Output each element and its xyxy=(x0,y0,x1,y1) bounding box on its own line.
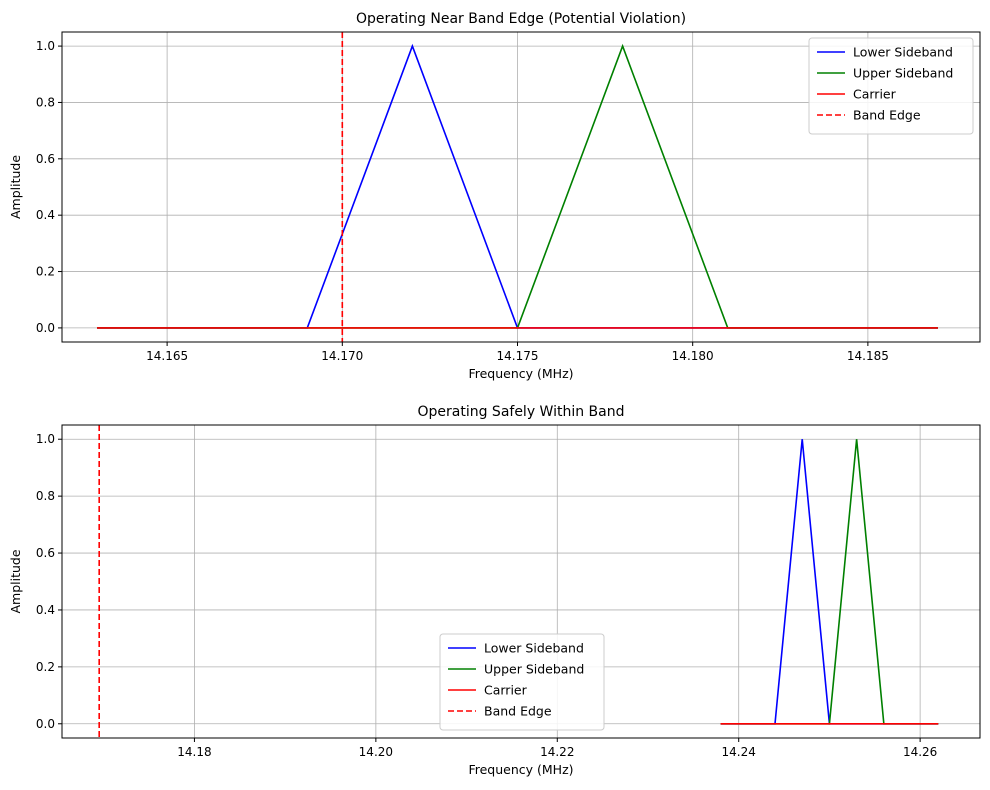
x-tick-label: 14.170 xyxy=(321,349,363,363)
y-tick-label: 0.0 xyxy=(36,321,55,335)
y-tick-label: 0.8 xyxy=(36,95,55,109)
axes-frame xyxy=(61,424,981,739)
chart-title: Operating Safely Within Band xyxy=(417,404,624,420)
x-axis-label: Frequency (MHz) xyxy=(468,366,573,381)
y-tick-label: 0.0 xyxy=(36,717,55,731)
x-tick-label: 14.18 xyxy=(177,745,211,759)
series-lower-sideband-line xyxy=(720,439,939,725)
legend-label: Lower Sideband xyxy=(853,45,953,60)
legend-box xyxy=(808,37,974,135)
y-axis-label: Amplitude xyxy=(8,549,23,613)
legend-label: Band Edge xyxy=(853,108,921,123)
axes-frame xyxy=(61,31,981,343)
x-tick-label: 14.24 xyxy=(722,745,756,759)
y-tick-label: 0.6 xyxy=(36,152,55,166)
legend-label: Lower Sideband xyxy=(484,641,584,656)
y-tick-label: 0.4 xyxy=(36,603,55,617)
y-tick-label: 0.4 xyxy=(36,208,55,222)
legend: Lower Sideband Upper Sideband Carrier Band … xyxy=(439,633,605,731)
y-tick-label: 1.0 xyxy=(36,39,55,53)
chart-title: Operating Near Band Edge (Potential Viol… xyxy=(356,11,686,27)
y-tick-label: 0.2 xyxy=(36,660,55,674)
subplot-2: 14.18 14.20 14.22 14.24 14.26 0.0 0.2 0.4 0.6 0.8… xyxy=(8,404,981,777)
y-tick-label: 0.8 xyxy=(36,489,55,503)
legend-label: Carrier xyxy=(853,87,897,102)
x-tick-label: 14.165 xyxy=(146,349,188,363)
y-tick-label: 0.2 xyxy=(36,265,55,279)
y-tick-label: 1.0 xyxy=(36,432,55,446)
legend-label: Carrier xyxy=(484,683,528,698)
legend-label: Upper Sideband xyxy=(484,662,584,677)
x-tick-label: 14.20 xyxy=(359,745,393,759)
legend-box xyxy=(439,633,605,731)
x-tick-label: 14.180 xyxy=(672,349,714,363)
y-tick-label: 0.6 xyxy=(36,546,55,560)
series-upper-sideband-line xyxy=(720,439,939,725)
x-tick-label: 14.26 xyxy=(903,745,937,759)
x-tick-label: 14.185 xyxy=(847,349,889,363)
legend-label: Band Edge xyxy=(484,704,552,719)
legend-label: Upper Sideband xyxy=(853,66,953,81)
legend: Lower Sideband Upper Sideband Carrier Band … xyxy=(808,37,974,135)
x-axis-label: Frequency (MHz) xyxy=(468,762,573,777)
x-tick-label: 14.22 xyxy=(540,745,574,759)
y-axis-label: Amplitude xyxy=(8,155,23,219)
x-tick-label: 14.175 xyxy=(496,349,538,363)
subplot-1: 14.165 14.170 14.175 14.180 14.185 0.0 0.2 0.4 0… xyxy=(8,11,981,381)
